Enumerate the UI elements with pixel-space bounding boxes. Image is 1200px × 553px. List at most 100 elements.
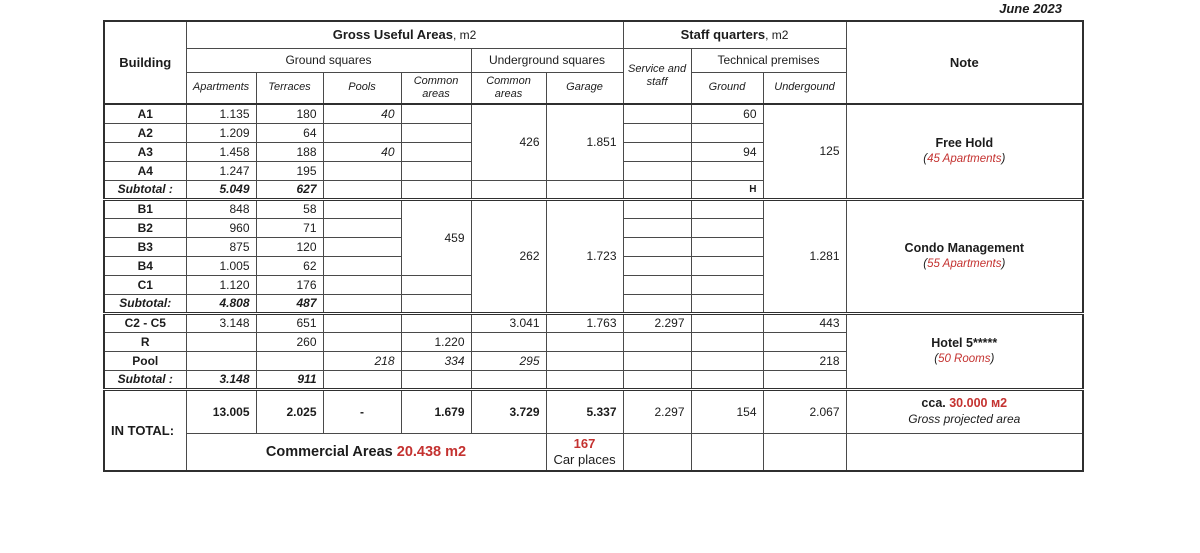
a2-apartments-cell: 1.209 — [185, 122, 257, 143]
cca-prefix: cca. — [921, 396, 950, 411]
c2c5-common-underground-cell: 3.041 — [470, 312, 547, 333]
table-row-pool: Pool 218 334 295 218 — [103, 350, 1083, 371]
note-header: Note — [845, 20, 1084, 105]
empty-cell — [622, 179, 692, 201]
total-pools-cell: - — [322, 388, 402, 434]
subtotal-c-apartments-cell: 3.148 — [185, 369, 257, 391]
table-row-c2c5: C2 - C5 3.148 651 3.041 1.763 2.297 443 … — [103, 312, 1084, 391]
a4-terraces-cell: 195 — [255, 160, 324, 181]
paren-open: ( — [934, 352, 939, 365]
a1-tech-ground-cell: 60 — [690, 103, 764, 124]
b4-apartments-cell: 1.005 — [185, 255, 257, 276]
blockc-note-detail-text: 50 Rooms — [938, 352, 991, 365]
a1-apartments-cell: 1.135 — [185, 103, 257, 124]
blockb-note-detail: (55 Apartments) — [851, 257, 1079, 271]
empty-cell — [762, 432, 847, 472]
a2-terraces-cell: 64 — [255, 122, 324, 143]
empty-cell — [470, 179, 547, 201]
gross-projected-number: 30.000 м2 — [949, 396, 1008, 411]
blockc-note-cell: Hotel 5***** (50 Rooms) — [845, 312, 1084, 391]
empty-cell — [622, 103, 692, 124]
blockc-note-detail: (50 Rooms) — [851, 352, 1079, 366]
empty-cell — [322, 160, 402, 181]
a4-apartments-cell: 1.247 — [185, 160, 257, 181]
paren-close: ) — [990, 352, 995, 365]
empty-cell — [622, 293, 692, 315]
a3-apartments-cell: 1.458 — [185, 141, 257, 162]
empty-cell — [622, 274, 692, 295]
common-areas-ground-col-header: Common areas — [400, 71, 472, 105]
technical-premises-header: Technical premises — [690, 47, 847, 73]
blocka-note-cell: Free Hold (45 Apartments) — [845, 103, 1084, 201]
pool-common-underground-cell: 295 — [470, 350, 547, 371]
empty-cell — [690, 312, 764, 333]
empty-cell — [622, 432, 692, 472]
table-row-a1: A1 1.135 180 40 426 1.851 60 125 Free Ho… — [103, 103, 1084, 201]
paren-close: ) — [1001, 152, 1006, 165]
b3-building-cell: B3 — [103, 236, 187, 257]
table-row-r: R 260 1.220 — [103, 331, 1083, 352]
paren-close: ) — [1001, 257, 1006, 270]
empty-cell — [400, 103, 472, 124]
blockc-note-title: Hotel 5***** — [931, 336, 998, 350]
empty-cell — [690, 122, 764, 143]
empty-cell — [622, 122, 692, 143]
empty-cell — [322, 217, 402, 238]
a1-building-cell: A1 — [103, 103, 187, 124]
empty-cell — [185, 331, 257, 352]
car-places-label: Car places — [553, 451, 616, 467]
empty-cell — [322, 236, 402, 257]
empty-cell — [690, 255, 764, 276]
areas-table: Building Gross Useful Areas, m2 Staff qu… — [103, 20, 1085, 472]
empty-cell — [400, 122, 472, 143]
paren-open: ( — [923, 257, 928, 270]
tech-ground-col-header: Ground — [690, 71, 764, 105]
table-row-b4: B4 1.005 62 — [103, 255, 1083, 276]
empty-cell — [322, 312, 402, 333]
a4-building-cell: A4 — [103, 160, 187, 181]
empty-cell — [622, 350, 692, 371]
total-tech-underground-cell: 2.067 — [762, 388, 847, 434]
empty-cell — [322, 369, 402, 391]
gross-projected-caption: Gross projected area — [908, 411, 1021, 426]
empty-cell — [762, 369, 847, 391]
empty-cell — [322, 255, 402, 276]
empty-cell — [690, 217, 764, 238]
empty-cell — [400, 274, 472, 295]
empty-cell — [690, 432, 764, 472]
total-service-cell: 2.297 — [622, 388, 692, 434]
b1-terraces-cell: 58 — [255, 198, 324, 219]
empty-cell — [622, 160, 692, 181]
date-label: June 2023 — [999, 1, 1062, 16]
empty-cell — [400, 293, 472, 315]
car-places-cell: 167 Car places — [545, 432, 624, 472]
subtotal-b-label-cell: Subtotal: — [103, 293, 187, 315]
empty-cell — [690, 331, 764, 352]
a2-building-cell: A2 — [103, 122, 187, 143]
empty-cell — [185, 350, 257, 371]
underground-squares-header: Underground squares — [470, 47, 624, 73]
r-building-cell: R — [103, 331, 187, 352]
pool-tech-underground-cell: 218 — [762, 350, 847, 371]
a3-terraces-cell: 188 — [255, 141, 324, 162]
table-row-c1: C1 1.120 176 — [103, 274, 1083, 295]
table-row-a2: A2 1.209 64 — [103, 122, 1083, 143]
table-row-b2: B2 960 71 — [103, 217, 1083, 238]
c2c5-terraces-cell: 651 — [255, 312, 324, 333]
staff-unit: , m2 — [765, 28, 789, 43]
empty-cell — [545, 350, 624, 371]
blocka-note-detail: (45 Apartments) — [851, 152, 1079, 166]
empty-cell — [690, 274, 764, 295]
subtotal-a-terraces-cell: 627 — [255, 179, 324, 201]
table-row-total: IN TOTAL: 13.005 2.025 - 1.679 3.729 5.3… — [103, 388, 1084, 472]
c1-terraces-cell: 176 — [255, 274, 324, 295]
paren-open: ( — [923, 152, 928, 165]
empty-cell — [622, 141, 692, 162]
subtotal-c-label-cell: Subtotal : — [103, 369, 187, 391]
commercial-areas-value: 20.438 m2 — [396, 443, 467, 460]
pool-building-cell: Pool — [103, 350, 187, 371]
empty-cell — [322, 331, 402, 352]
commercial-areas-label: Commercial Areas — [265, 443, 397, 460]
blocka-tech-underground-cell: 125 — [762, 103, 847, 201]
header-row-1: Building Gross Useful Areas, m2 Staff qu… — [103, 20, 1084, 105]
